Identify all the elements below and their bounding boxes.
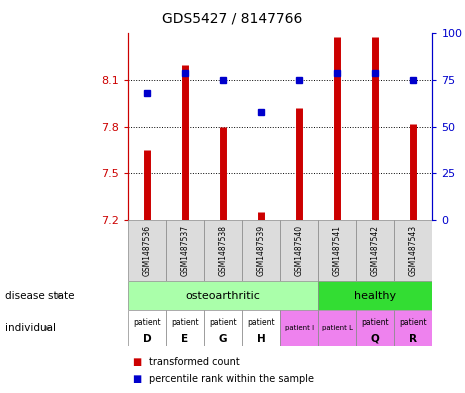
Text: D: D: [143, 334, 151, 344]
Text: patient: patient: [361, 318, 389, 327]
Text: G: G: [219, 334, 227, 344]
Text: disease state: disease state: [5, 291, 74, 301]
Bar: [128, 220, 166, 281]
Text: ■: ■: [133, 356, 142, 367]
Text: GSM1487543: GSM1487543: [409, 225, 418, 276]
Bar: [280, 220, 318, 281]
Text: H: H: [257, 334, 266, 344]
Bar: [128, 310, 166, 346]
Text: GSM1487542: GSM1487542: [371, 225, 380, 276]
Text: patient: patient: [399, 318, 427, 327]
Text: ■: ■: [133, 374, 142, 384]
Text: GDS5427 / 8147766: GDS5427 / 8147766: [162, 12, 303, 26]
Text: E: E: [181, 334, 188, 344]
Text: GSM1487541: GSM1487541: [333, 225, 342, 276]
Text: healthy: healthy: [354, 291, 396, 301]
Bar: [318, 310, 356, 346]
Text: percentile rank within the sample: percentile rank within the sample: [149, 374, 314, 384]
Bar: [204, 220, 242, 281]
Bar: [166, 310, 204, 346]
Bar: [356, 220, 394, 281]
Bar: [204, 310, 242, 346]
Bar: [166, 220, 204, 281]
Bar: [318, 220, 356, 281]
Text: individual: individual: [5, 323, 56, 333]
Text: patient: patient: [247, 318, 275, 327]
Text: GSM1487538: GSM1487538: [219, 225, 227, 276]
Bar: [280, 310, 318, 346]
Text: GSM1487539: GSM1487539: [257, 225, 266, 276]
Bar: [356, 310, 394, 346]
Text: patient: patient: [209, 318, 237, 327]
Bar: [318, 281, 432, 310]
Text: GSM1487536: GSM1487536: [142, 225, 152, 276]
Bar: [128, 281, 318, 310]
Text: GSM1487537: GSM1487537: [180, 225, 189, 276]
Bar: [394, 310, 432, 346]
Bar: [394, 220, 432, 281]
Text: osteoarthritic: osteoarthritic: [186, 291, 260, 301]
Text: Q: Q: [371, 334, 380, 344]
Text: patient: patient: [133, 318, 161, 327]
Text: patient I: patient I: [285, 325, 314, 331]
Bar: [242, 310, 280, 346]
Text: transformed count: transformed count: [149, 356, 239, 367]
Text: patient: patient: [171, 318, 199, 327]
Text: GSM1487540: GSM1487540: [295, 225, 304, 276]
Text: R: R: [409, 334, 418, 344]
Text: patient L: patient L: [322, 325, 353, 331]
Bar: [242, 220, 280, 281]
